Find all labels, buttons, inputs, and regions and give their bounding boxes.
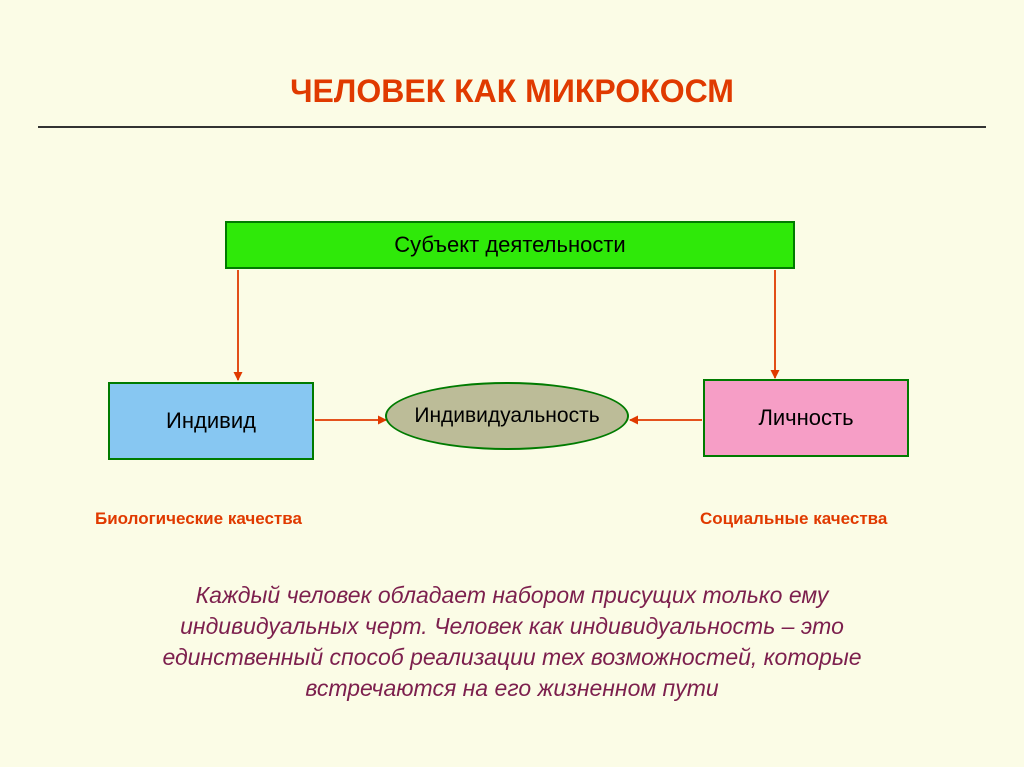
node-individuality-label: Индивидуальность — [414, 404, 599, 428]
description-paragraph: Каждый человек обладает набором присущих… — [110, 580, 914, 704]
label-biological: Биологические качества — [95, 509, 302, 529]
page-title: ЧЕЛОВЕК КАК МИКРОКОСМ — [0, 73, 1024, 110]
node-individ: Индивид — [108, 382, 314, 460]
title-underline — [38, 126, 986, 128]
node-personality-label: Личность — [758, 405, 853, 431]
node-subject: Субъект деятельности — [225, 221, 795, 269]
label-social: Социальные качества — [700, 509, 887, 529]
node-subject-label: Субъект деятельности — [394, 232, 625, 258]
node-personality: Личность — [703, 379, 909, 457]
node-individ-label: Индивид — [166, 408, 256, 434]
node-individuality: Индивидуальность — [385, 382, 629, 450]
